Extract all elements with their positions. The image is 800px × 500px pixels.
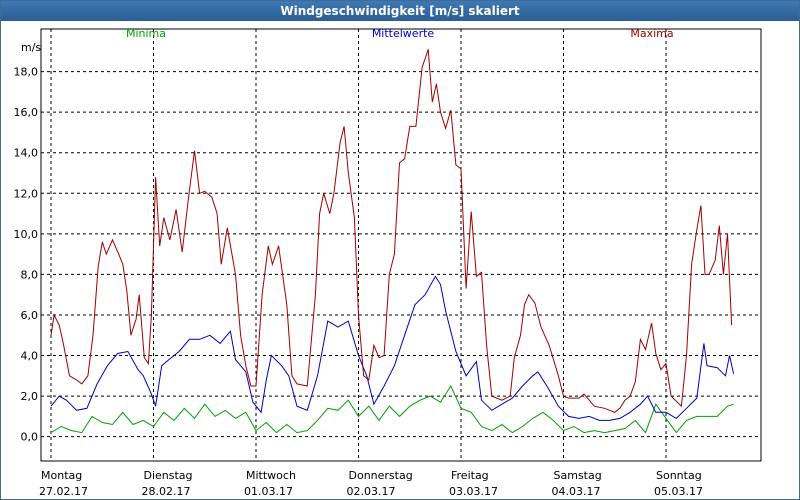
grid	[41, 29, 761, 461]
x-tick-weekday: Mittwoch	[246, 469, 296, 482]
legend-mittelwerte: Mittelwerte	[372, 27, 435, 40]
y-tick-label: 2,0	[21, 390, 39, 403]
y-tick-label: 18,0	[14, 66, 39, 79]
y-tick-label: 16,0	[14, 106, 39, 119]
x-tick-date: 27.02.17	[39, 485, 88, 498]
y-axis-ticks: 0,0 2,0 4,0 6,0 8,0 10,0 12,0 14,0 16,0 18,0	[14, 66, 39, 444]
y-axis-label: m/s	[21, 41, 41, 54]
series-line-mittelwerte	[50, 275, 735, 421]
y-tick-label: 6,0	[21, 309, 39, 322]
legend-maxima: Maxima	[630, 27, 673, 40]
series-line-maxima	[50, 49, 733, 413]
x-tick-weekday: Donnerstag	[349, 469, 413, 482]
x-tick-date: 03.03.17	[449, 485, 498, 498]
x-tick-weekday: Montag	[41, 469, 82, 482]
x-tick-weekday: Sonntag	[656, 469, 702, 482]
window-title: Windgeschwindigkeit [m/s] skaliert	[1, 1, 799, 21]
legend-minima: Minima	[126, 27, 166, 40]
x-tick-date: 05.03.17	[654, 485, 703, 498]
x-tick-weekday: Samstag	[554, 469, 602, 482]
x-tick-weekday: Freitag	[451, 469, 489, 482]
x-tick-weekday: Dienstag	[144, 469, 193, 482]
x-tick-date: 02.03.17	[347, 485, 396, 498]
x-tick-date: 01.03.17	[244, 485, 293, 498]
x-axis-labels: Montag 27.02.17 Dienstag 28.02.17 Mittwoch 01…	[39, 469, 703, 498]
y-tick-label: 14,0	[14, 147, 39, 160]
y-tick-label: 4,0	[21, 350, 39, 363]
y-tick-label: 12,0	[14, 187, 39, 200]
series-lines	[50, 49, 735, 434]
y-tick-label: 10,0	[14, 228, 39, 241]
y-tick-label: 0,0	[21, 431, 39, 444]
x-tick-date: 04.03.17	[552, 485, 601, 498]
x-tick-date: 28.02.17	[142, 485, 191, 498]
y-tick-label: 8,0	[21, 268, 39, 281]
plot-area	[40, 28, 762, 462]
series-line-minima	[50, 384, 734, 434]
